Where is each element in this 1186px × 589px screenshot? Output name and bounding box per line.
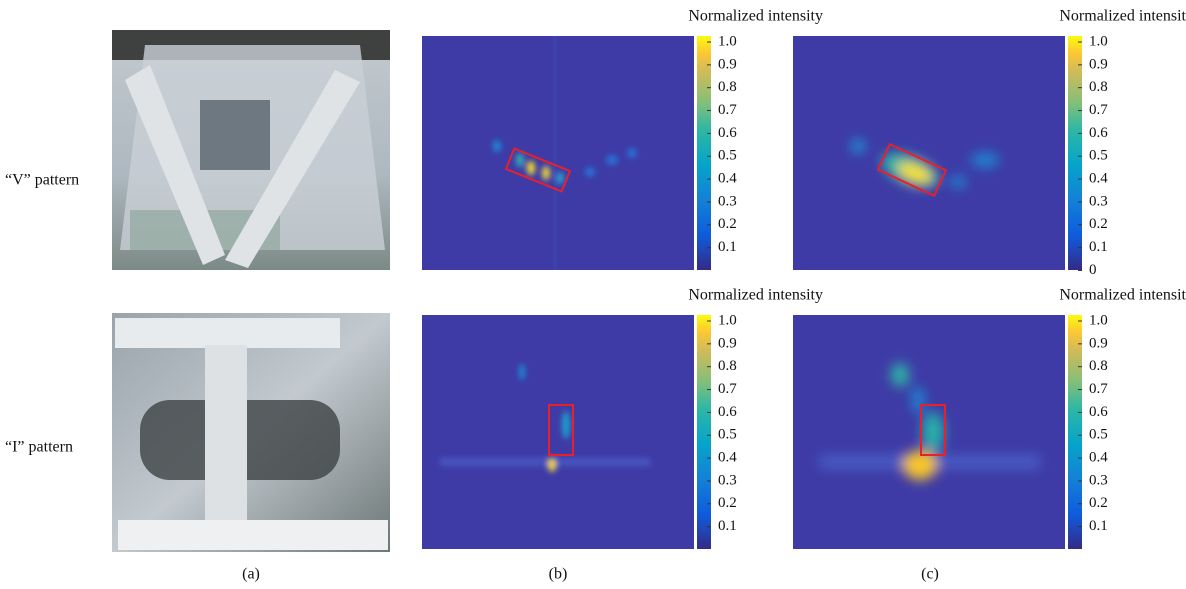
colorbar-title: Normalized intensity: [1059, 8, 1186, 25]
panel-label: (a): [242, 566, 260, 583]
colorbar-tick-label: 0.4: [1089, 171, 1108, 187]
colorbar-tick-label: 0.5: [718, 427, 737, 443]
colorbar-tick-label: 0.2: [718, 495, 737, 511]
colorbar-tick-label: 0.4: [718, 171, 737, 187]
panel-label: (c): [921, 566, 939, 583]
colorbar-tick-label: 0.1: [718, 518, 737, 534]
colorbar-tick-label: 0.6: [718, 125, 737, 141]
colorbar-tick-label: 0.2: [1089, 495, 1108, 511]
colorbar-tick-label: 0.9: [1089, 335, 1108, 351]
colorbar-tick-label: 0.1: [1089, 239, 1108, 255]
colorbar-tick-label: 0.4: [1089, 450, 1108, 466]
colorbar-tick-label: 1.0: [1089, 33, 1108, 49]
colorbar: [697, 36, 711, 270]
photo-v: [112, 30, 390, 270]
colorbar-tick-label: 0.7: [1089, 381, 1108, 397]
photo-i: [112, 313, 390, 552]
row-label: “V” pattern: [5, 172, 79, 189]
colorbar-tick-label: 0.8: [718, 79, 737, 95]
colorbar-tick-label: 0.1: [1089, 518, 1108, 534]
colorbar-tick-label: 1.0: [1089, 312, 1108, 328]
colorbar-tick-label: 0.9: [718, 56, 737, 72]
colorbar-tick-label: 0.6: [1089, 404, 1108, 420]
colorbar-tick-label: 0.8: [1089, 79, 1108, 95]
colorbar-tick-label: 1.0: [718, 312, 737, 328]
colorbar-tick-label: 0.8: [1089, 358, 1108, 374]
colorbar-tick-label: 0.8: [718, 358, 737, 374]
colorbar-tick-label: 0.2: [1089, 216, 1108, 232]
colorbar: [1068, 36, 1082, 270]
colorbar-tick-label: 0.6: [718, 404, 737, 420]
heatmap-v-c: [793, 36, 1065, 270]
colorbar-tick-label: 0.5: [1089, 427, 1108, 443]
colorbar-tick-label: 0.3: [1089, 193, 1108, 209]
colorbar: [697, 315, 711, 549]
colorbar-tick-label: 0.5: [718, 148, 737, 164]
heatmap-i-b: [422, 315, 694, 549]
colorbar-tick-label: 0: [1089, 262, 1097, 278]
colorbar-tick-label: 0.6: [1089, 125, 1108, 141]
colorbar-tick-label: 0.3: [718, 472, 737, 488]
heatmap-i-c: [793, 315, 1065, 549]
colorbar-tick-label: 0.3: [1089, 472, 1108, 488]
colorbar-tick-label: 0.7: [718, 381, 737, 397]
colorbar-title: Normalized intensity: [688, 8, 823, 25]
row-label: “I” pattern: [5, 439, 73, 456]
heatmap-v-b: [422, 36, 694, 270]
colorbar-tick-label: 0.7: [718, 102, 737, 118]
colorbar-title: Normalized intensity: [1059, 287, 1186, 304]
colorbar-tick-label: 0.1: [718, 239, 737, 255]
colorbar-tick-label: 0.5: [1089, 148, 1108, 164]
colorbar-tick-label: 0.2: [718, 216, 737, 232]
colorbar-tick-label: 0.9: [718, 335, 737, 351]
panel-label: (b): [549, 566, 568, 583]
colorbar-tick-label: 0.4: [718, 450, 737, 466]
colorbar-tick-label: 0.9: [1089, 56, 1108, 72]
colorbar-tick-label: 0.3: [718, 193, 737, 209]
colorbar: [1068, 315, 1082, 549]
colorbar-tick-label: 1.0: [718, 33, 737, 49]
colorbar-tick-label: 0.7: [1089, 102, 1108, 118]
colorbar-title: Normalized intensity: [688, 287, 823, 304]
